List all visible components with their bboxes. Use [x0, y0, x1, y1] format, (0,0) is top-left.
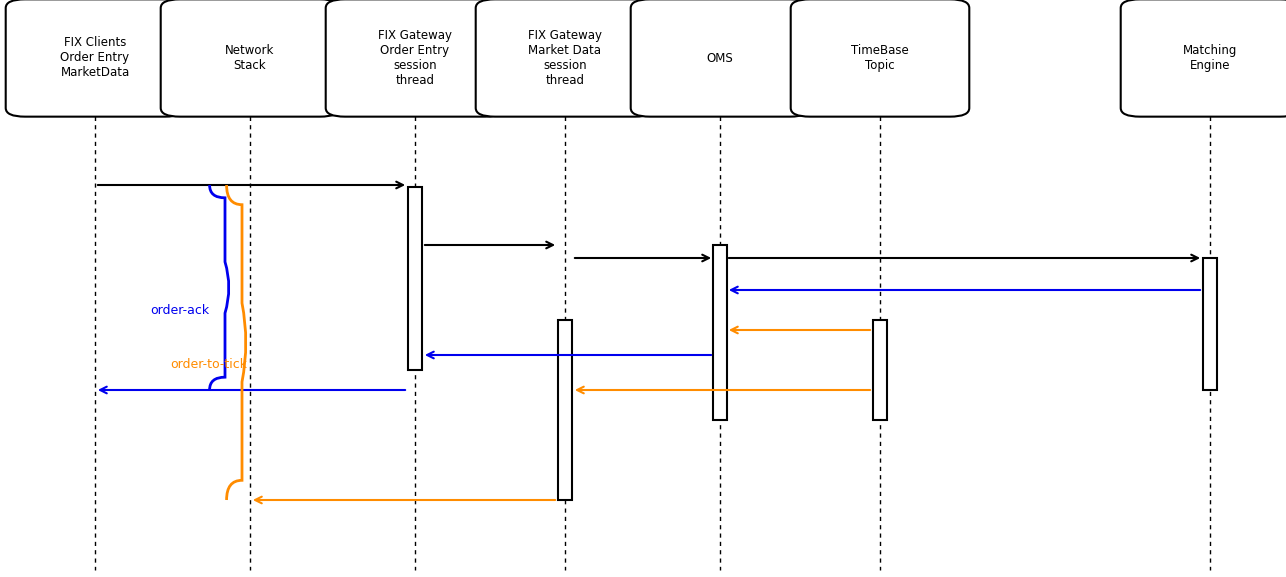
Text: order-to-tick: order-to-tick	[170, 358, 247, 372]
FancyBboxPatch shape	[630, 0, 809, 117]
Bar	[873, 320, 887, 420]
FancyBboxPatch shape	[476, 0, 655, 117]
Text: OMS: OMS	[706, 51, 733, 65]
FancyBboxPatch shape	[325, 0, 504, 117]
Text: TimeBase
Topic: TimeBase Topic	[851, 44, 909, 72]
Bar	[1202, 258, 1217, 390]
Text: FIX Gateway
Market Data
session
thread: FIX Gateway Market Data session thread	[529, 29, 602, 87]
Text: FIX Gateway
Order Entry
session
thread: FIX Gateway Order Entry session thread	[378, 29, 451, 87]
FancyBboxPatch shape	[791, 0, 970, 117]
Bar	[408, 187, 422, 370]
FancyBboxPatch shape	[1120, 0, 1286, 117]
Text: order-ack: order-ack	[150, 304, 210, 317]
FancyBboxPatch shape	[161, 0, 340, 117]
Text: FIX Clients
Order Entry
MarketData: FIX Clients Order Entry MarketData	[60, 36, 130, 80]
Bar	[712, 245, 727, 420]
Text: Network
Stack: Network Stack	[225, 44, 275, 72]
FancyBboxPatch shape	[5, 0, 184, 117]
Bar	[558, 320, 572, 500]
Text: Matching
Engine: Matching Engine	[1183, 44, 1237, 72]
